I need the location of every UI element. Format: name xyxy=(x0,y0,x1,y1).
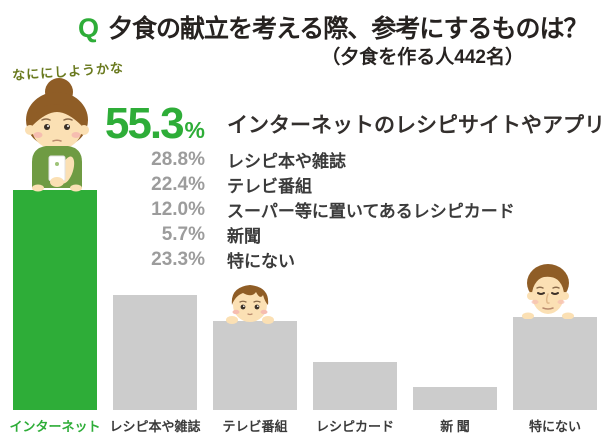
stats-list: 55.3% インターネットのレシピサイトやアプリ 28.8% レシピ本や雑誌 2… xyxy=(0,98,605,272)
bar-label-recipe-card: レシピカード xyxy=(315,419,394,434)
stat-row-internet: 55.3% インターネットのレシピサイトやアプリ xyxy=(0,98,605,148)
stat-row-books: 28.8% レシピ本や雑誌 xyxy=(0,147,605,172)
page-title: Q 夕食の献立を考える際、参考にするものは？ xyxy=(78,9,589,45)
bar-label-books: レシピ本や雑誌 xyxy=(109,419,201,434)
stat-label-none: 特にない xyxy=(227,252,295,271)
stat-row-newspaper: 5.7% 新聞 xyxy=(0,222,605,247)
stat-label-newspaper: 新聞 xyxy=(227,227,261,246)
stat-value-newspaper: 5.7% xyxy=(161,223,205,245)
stat-label-internet: インターネットのレシピサイトやアプリ xyxy=(227,113,605,137)
stat-value-tv: 22.4% xyxy=(151,173,205,195)
title-text: 夕食の献立を考える際、参考にするものは？ xyxy=(108,15,589,43)
bar-label-newspaper: 新 聞 xyxy=(440,419,470,434)
stat-row-none: 23.3% 特にない xyxy=(0,247,605,272)
bar-internet xyxy=(13,190,97,410)
subtitle-respondents: （夕食を作る人442名） xyxy=(321,47,524,68)
stat-value-none: 23.3% xyxy=(151,248,205,270)
bar-newspaper xyxy=(413,387,497,410)
question-badge: Q xyxy=(78,13,100,43)
bar-books xyxy=(113,295,197,410)
man-peeking-illustration xyxy=(522,264,574,319)
boy-peeking-illustration xyxy=(226,285,274,324)
stat-row-tv: 22.4% テレビ番組 xyxy=(0,172,605,197)
stat-label-books: レシピ本や雑誌 xyxy=(227,152,346,171)
percent-sign: % xyxy=(184,116,205,143)
bar-label-internet: インターネット xyxy=(9,419,101,434)
bar-none xyxy=(513,317,597,410)
bar-recipe-card xyxy=(313,362,397,410)
stat-value-recipe-card: 12.0% xyxy=(151,198,205,220)
stat-value-internet: 55.3% xyxy=(104,98,205,148)
stat-row-recipe-card: 12.0% スーパー等に置いてあるレシピカード xyxy=(0,197,605,222)
stat-value-books: 28.8% xyxy=(151,148,205,170)
woman-with-phone-illustration xyxy=(25,78,89,192)
stat-label-recipe-card: スーパー等に置いてあるレシピカード xyxy=(227,202,515,221)
bar-tv xyxy=(213,321,297,410)
bar-label-tv: テレビ番組 xyxy=(222,419,288,434)
bar-label-none: 特にない xyxy=(528,419,581,434)
stat-label-tv: テレビ番組 xyxy=(227,177,312,196)
